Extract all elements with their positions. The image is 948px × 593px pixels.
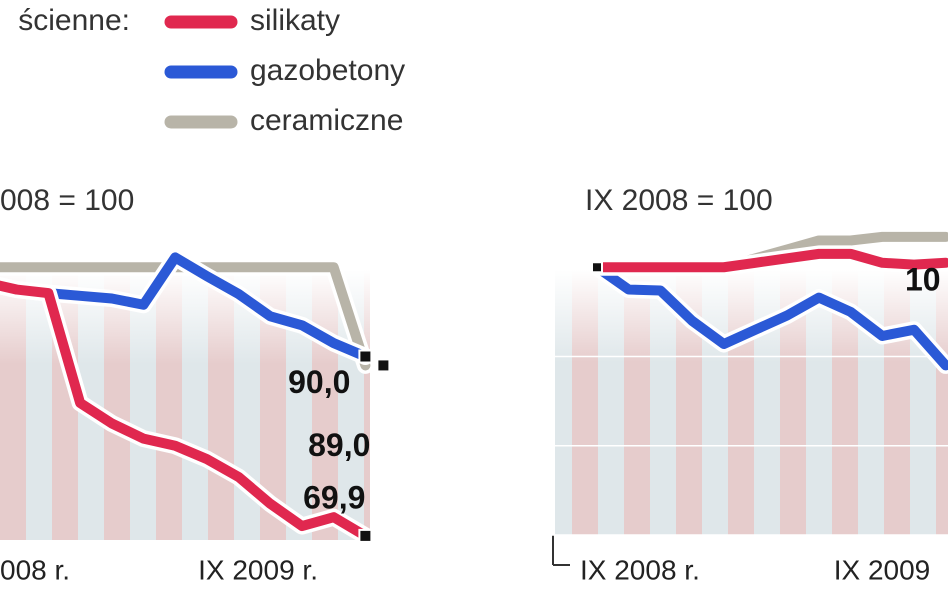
- x-tick-label: IX 2009: [834, 554, 931, 585]
- legend-title: ścienne:: [18, 4, 130, 37]
- value-label: 89,0: [308, 427, 370, 463]
- plot-fade: [555, 270, 948, 535]
- legend-label: pokrycia i folie dacho: [615, 4, 895, 37]
- legend-label: gazobetony: [250, 54, 405, 87]
- y-tick-label: 100: [492, 256, 525, 278]
- y-tick-label: 80: [503, 434, 525, 456]
- x-tick-label: IX 2008 r.: [580, 554, 700, 585]
- end-marker: [358, 528, 373, 543]
- series-line: [592, 262, 948, 371]
- legend-label: ceramiczne: [250, 104, 403, 137]
- end-marker: [591, 261, 603, 274]
- chart-right: pokrycia i folie dacho materiały izolacji…: [492, 4, 948, 585]
- y-tick-label: 90: [503, 345, 525, 367]
- legend-label: materiały izolacji term: [615, 54, 903, 87]
- subtitle: IX 2008 = 100: [585, 184, 773, 217]
- series-line: [0, 280, 371, 541]
- x-tick-label: 008 r.: [0, 554, 70, 585]
- value-label: 90,0: [288, 364, 350, 400]
- end-marker: [376, 358, 391, 373]
- x-tick-label: IX 2009 r.: [198, 554, 318, 585]
- y-tick-label: 70: [503, 523, 525, 545]
- legend-label: stolarka otworowa, pa: [615, 104, 907, 137]
- end-marker: [358, 349, 373, 364]
- series-line: [592, 248, 948, 273]
- y-tick-label: 110: [493, 166, 525, 188]
- value-label: 69,9: [303, 479, 365, 515]
- legend-label: silikaty: [250, 4, 340, 37]
- annotation: 10: [905, 261, 941, 297]
- subtitle: 008 = 100: [0, 184, 134, 217]
- chart-left: ścienne: silikaty gazobetony ceramiczne 008 …: [0, 4, 405, 585]
